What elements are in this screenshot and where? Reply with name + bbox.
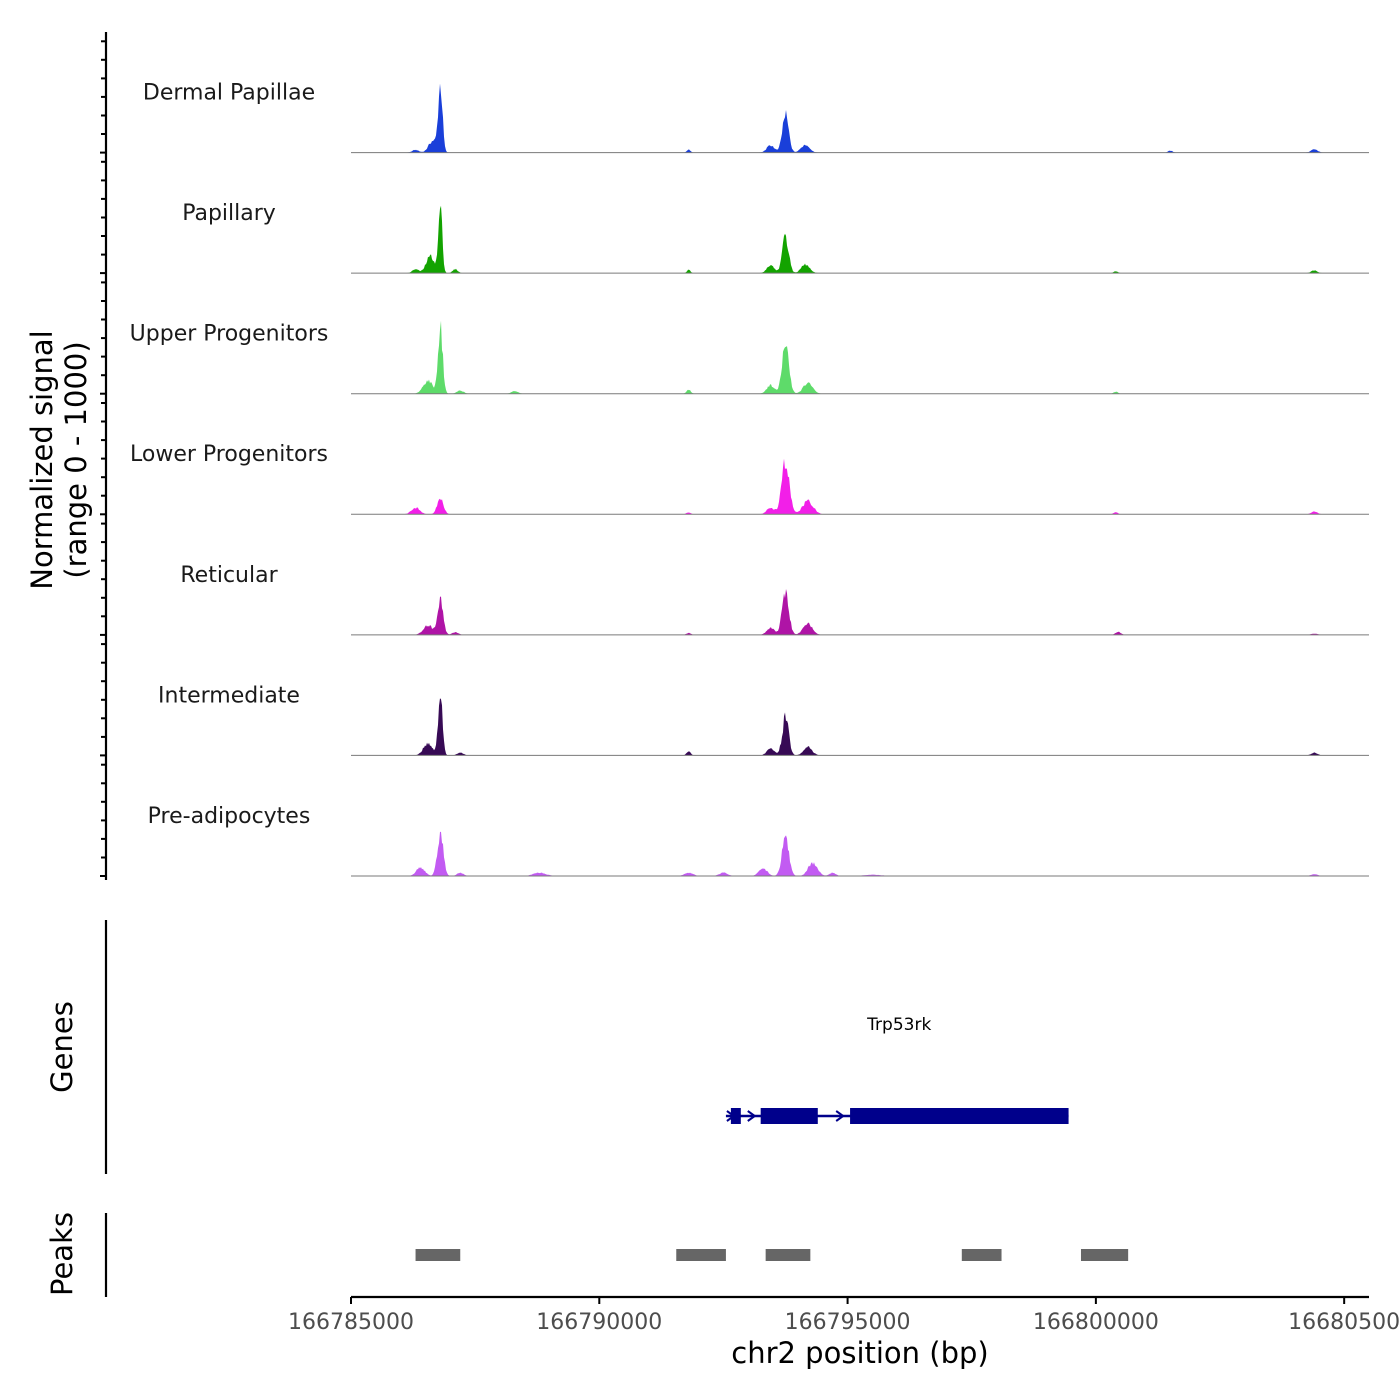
strand-arrow [747,1110,757,1122]
signal-area [351,698,1369,756]
x-tick-label: 166800000 [1033,1310,1159,1335]
track-label: Reticular [180,563,278,588]
x-axis-title: chr2 position (bp) [731,1336,988,1370]
y-axis-title: Normalized signal (range 0 - 1000) [25,330,93,589]
coverage-track: Pre-adipocytes [148,804,1369,877]
gene-exon [850,1108,1069,1124]
gene-exon [760,1108,818,1124]
coverage-track: Intermediate [158,683,1369,756]
y-axis-title-line-1: Normalized signal [25,330,59,589]
x-tick-label: 16680500 [1288,1310,1400,1335]
signal-area [351,458,1369,515]
peak-region [961,1249,1002,1261]
coverage-tracks: Dermal Papillae Papillary Upper Progenitor… [130,81,1369,877]
strand-arrow [726,1110,736,1122]
peaks-track [415,1249,1129,1261]
peaks-track-title: Peaks [45,1212,79,1296]
gene: Trp53rk [725,1015,1069,1124]
signal-axis-ticks [100,40,106,877]
coverage-track: Dermal Papillae [143,81,1369,154]
x-tick-label: 166795000 [785,1310,911,1335]
peak-region [415,1249,461,1261]
peak-region [1080,1249,1129,1261]
track-label: Intermediate [158,683,300,708]
x-tick-label: 166785000 [288,1310,414,1335]
peak-region [765,1249,811,1261]
gene-label: Trp53rk [866,1015,931,1035]
coverage-track: Lower Progenitors [130,442,1369,515]
x-tick-label: 166790000 [536,1310,662,1335]
x-axis-ticks: 166785000 166790000 166795000 166800000 1668… [288,1297,1400,1335]
track-label: Upper Progenitors [130,322,329,347]
track-label: Papillary [182,201,276,226]
signal-area [351,205,1369,274]
track-label: Dermal Papillae [143,81,315,106]
signal-area [351,83,1369,153]
coverage-track: Reticular [180,563,1369,636]
svg-text:Genes: Genes [45,1001,79,1093]
genes-track-title: Genes [45,1001,79,1093]
peak-region [676,1249,726,1261]
strand-arrow [835,1110,845,1122]
genes-track: Trp53rk [725,1015,1069,1124]
signal-area [351,320,1369,394]
track-label: Lower Progenitors [130,442,328,467]
y-axis-title-line-2: (range 0 - 1000) [59,341,93,578]
track-label: Pre-adipocytes [148,804,311,829]
svg-text:Peaks: Peaks [45,1212,79,1296]
coverage-track: Papillary [182,201,1369,274]
gene-exon [730,1108,741,1124]
signal-area [351,831,1369,876]
coverage-track: Upper Progenitors [130,320,1369,395]
signal-area [351,589,1369,635]
